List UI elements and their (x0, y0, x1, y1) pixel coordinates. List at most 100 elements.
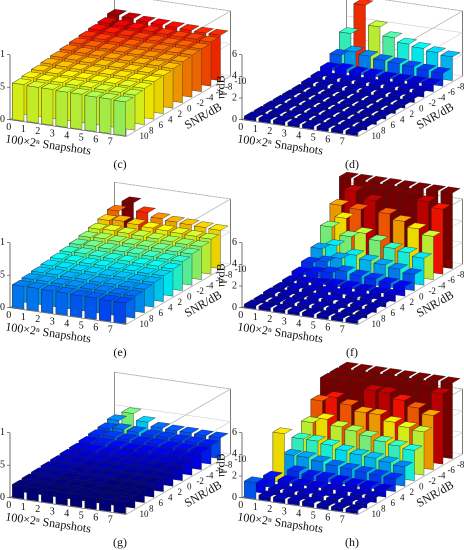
bar-face (89, 476, 109, 483)
bar-face (26, 85, 39, 124)
bar-face (368, 234, 389, 242)
y-tick-label: 6 (158, 120, 163, 130)
bar-face (84, 266, 104, 273)
bar-face (121, 196, 142, 203)
bar-face (36, 475, 56, 483)
bar (287, 305, 308, 316)
bar-face (21, 273, 42, 280)
bar-face (179, 426, 200, 434)
y-tick-label: -8 (457, 270, 464, 280)
bar-face (373, 54, 393, 61)
bar-face (311, 114, 332, 121)
bar-face (402, 60, 422, 68)
bar-face (74, 451, 94, 458)
bar-face (103, 52, 123, 60)
bar-face (378, 386, 398, 394)
bar-face (350, 300, 370, 307)
bar-face (368, 176, 388, 183)
bar-face (99, 97, 112, 134)
bar-face (122, 64, 143, 71)
bar-face (411, 182, 432, 189)
y-tick-label: 6 (390, 308, 395, 318)
bar-face (127, 48, 147, 55)
bar-face (170, 255, 191, 262)
bar-face (79, 282, 100, 290)
bar-face (131, 230, 152, 237)
bar-face (93, 33, 113, 40)
bar-face (170, 55, 191, 62)
y-tick-label: -10 (234, 264, 246, 274)
x-tick-label: 0 (238, 122, 243, 133)
bar-face (392, 215, 413, 222)
bar-face (107, 9, 127, 16)
bar-face (36, 275, 56, 282)
y-tick-label: 2 (177, 487, 182, 497)
bar-face (131, 32, 152, 39)
bar-face (12, 484, 25, 500)
bar (273, 303, 293, 314)
bar-face (55, 287, 76, 294)
bar-face (107, 36, 128, 43)
x-tick-label: 3 (282, 316, 287, 327)
bar-face (412, 425, 432, 433)
y-tick-label: 6 (158, 498, 163, 508)
bar-face (359, 293, 380, 300)
x-tick-label: 0 (6, 500, 11, 511)
bar-face (301, 77, 321, 84)
bar-face (127, 247, 147, 255)
x-tick-label: 7 (108, 325, 113, 336)
bar-face (194, 221, 214, 228)
bar-face (306, 86, 326, 93)
x-tick-label: 7 (108, 137, 113, 148)
bar-face (127, 475, 148, 482)
y-tick-label: -4 (206, 471, 214, 481)
bar-face (364, 451, 384, 459)
bar-face (320, 88, 341, 95)
y-tick-label: 8 (149, 126, 154, 136)
bar-face (94, 485, 114, 492)
y-tick-label: -2 (428, 286, 436, 296)
bar-face (170, 434, 190, 441)
bar-face (113, 296, 134, 304)
bar-face (292, 291, 312, 299)
y-tick-label: -8 (457, 460, 464, 470)
bar-face (326, 303, 346, 310)
y-tick-label: -2 (428, 98, 436, 108)
bar-face (26, 486, 39, 502)
bar-face (397, 370, 417, 377)
bar-face (325, 72, 345, 80)
bar (258, 301, 279, 312)
bar-face (55, 261, 75, 269)
bar-face (407, 401, 427, 409)
bar-face (103, 479, 124, 486)
bar (26, 81, 47, 124)
bar-face (301, 469, 322, 477)
bar-face (132, 460, 152, 467)
bar-face (315, 79, 336, 86)
bar-face (131, 436, 152, 443)
bar (316, 122, 337, 132)
bar-face (378, 96, 399, 104)
x-tick-label: 2 (267, 504, 272, 515)
bar-face (388, 90, 408, 97)
bar-face (354, 466, 375, 473)
bar-face (156, 53, 176, 60)
bar-face (335, 444, 355, 451)
bar-face (97, 17, 118, 24)
z-axis-label: η/dB (214, 453, 228, 477)
bar-face (65, 79, 85, 86)
bar-face (141, 221, 161, 229)
bar-face (99, 498, 112, 512)
bar-face (112, 449, 133, 456)
bar-face (83, 444, 104, 451)
y-tick-label: 8 (149, 314, 154, 324)
bar-face (40, 259, 61, 267)
bar-face (344, 249, 365, 256)
bar-face (253, 106, 274, 113)
bar-face (329, 367, 350, 374)
panel-label: (f) (346, 345, 358, 359)
bar-face (70, 289, 90, 297)
bar-face (282, 297, 303, 304)
x-tick-label: 1 (253, 502, 258, 513)
bar-face (170, 30, 190, 38)
